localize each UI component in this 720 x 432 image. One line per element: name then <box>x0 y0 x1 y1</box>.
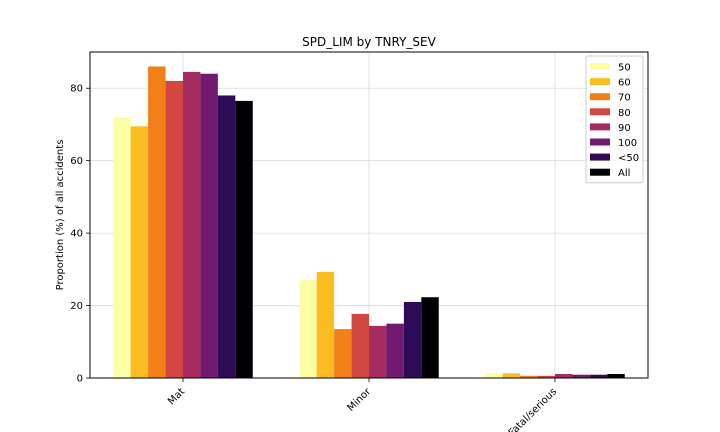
bar-minor-50 <box>299 280 317 378</box>
y-axis: 0 20 40 60 80 <box>70 84 90 385</box>
bar-mat-80 <box>165 80 183 378</box>
bar-minor-80 <box>351 313 369 378</box>
chart-title: SPD_LIM by TNRY_SEV <box>302 35 436 49</box>
bar-fatal-serious-70 <box>520 375 538 378</box>
legend-label: All <box>618 168 630 179</box>
legend-swatch <box>590 93 610 101</box>
y-tick-label: 40 <box>70 229 83 240</box>
bar-mat-70 <box>148 66 166 378</box>
bar-mat-50 <box>113 117 131 378</box>
y-tick-label: 20 <box>70 301 83 312</box>
bar-fatal-serious-90 <box>555 374 573 378</box>
bar-minor-60 <box>316 271 335 378</box>
bar-minor-All <box>421 297 439 378</box>
bar-fatal-serious-All <box>607 374 625 378</box>
bar-minor-90 <box>369 325 387 378</box>
bar-mat-All <box>235 100 253 379</box>
bar-minor-70 <box>334 329 352 378</box>
legend-swatch <box>590 78 610 86</box>
legend-label: 100 <box>618 138 637 149</box>
bar-fatal-serious-80 <box>537 375 555 378</box>
bar-minor-lt50 <box>403 301 422 378</box>
bars-layer <box>113 66 625 379</box>
legend-label: 80 <box>618 108 631 119</box>
bar-fatal-serious-60 <box>502 373 521 378</box>
bar-fatal-serious-100 <box>572 374 590 378</box>
y-tick-label: 60 <box>70 156 83 167</box>
y-tick-label: 80 <box>70 84 83 95</box>
legend-swatch <box>590 138 610 146</box>
bar-mat-90 <box>183 71 201 378</box>
bar-fatal-serious-lt50 <box>589 374 608 378</box>
legend-swatch <box>590 153 610 161</box>
legend-label: 70 <box>618 93 631 104</box>
bar-mat-100 <box>200 73 218 378</box>
legend-box <box>585 55 644 184</box>
bar-minor-100 <box>386 323 404 378</box>
legend-label: 60 <box>618 78 631 89</box>
bar-mat-60 <box>130 126 149 378</box>
y-axis-label: Proportion (%) of all accidents <box>55 140 66 291</box>
legend-label: <50 <box>618 153 639 164</box>
legend-swatch <box>590 108 610 116</box>
legend-swatch <box>590 123 610 131</box>
legend-label: 50 <box>618 63 631 74</box>
legend-swatch <box>590 63 610 70</box>
legend-swatch <box>590 168 610 176</box>
legend: 50 60 70 80 90 100 <50 All <box>585 55 644 184</box>
bar-mat-lt50 <box>217 95 236 378</box>
y-tick-label: 0 <box>77 374 83 385</box>
bar-fatal-serious-50 <box>485 373 503 378</box>
legend-label: 90 <box>618 123 631 134</box>
